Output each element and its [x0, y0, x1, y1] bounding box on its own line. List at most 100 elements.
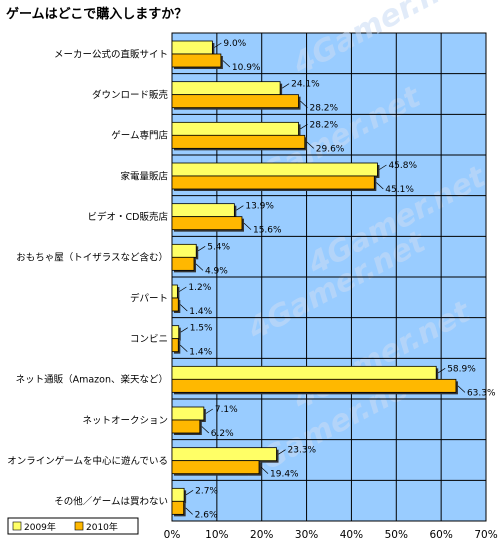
x-axis-ticks: 0% 10% 20% 30% 40% 50% 60% 70%	[164, 529, 498, 541]
value-leader-line	[236, 205, 244, 211]
value-label: 7.1%	[215, 405, 238, 415]
value-label: 5.4%	[207, 242, 230, 252]
value-leader-line	[201, 426, 210, 434]
value-leader-line	[379, 164, 387, 170]
category-label: ダウンロード販売	[92, 89, 168, 101]
bar-2009	[171, 40, 213, 55]
value-label: 1.5%	[190, 324, 213, 334]
value-label: 6.2%	[211, 429, 234, 439]
value-leader-line	[457, 385, 466, 393]
bar-2009	[171, 162, 378, 177]
value-label: 24.1%	[291, 80, 320, 90]
bar-2010	[171, 419, 201, 434]
value-label: 4.9%	[205, 266, 228, 276]
value-label: 28.2%	[309, 104, 338, 114]
value-label: 9.0%	[223, 39, 246, 49]
bar-2010	[171, 338, 179, 353]
value-leader-line	[180, 327, 188, 333]
value-label: 23.3%	[288, 446, 317, 456]
value-label: 58.9%	[447, 364, 476, 374]
bar-2010	[171, 53, 222, 68]
value-labels: 9.0% 10.9% 24.1% 28.2% 28.2% 29.6% 45.8% 45.1% 1…	[179, 39, 496, 520]
value-label: 29.6%	[316, 144, 345, 154]
category-label: ネットオークション	[82, 415, 168, 426]
category-label: ゲーム専門店	[111, 130, 168, 142]
value-label: 45.8%	[388, 161, 417, 171]
bar-2009	[171, 203, 235, 218]
value-leader-line	[300, 124, 308, 130]
value-label: 1.4%	[189, 307, 212, 317]
x-tick-label: 30%	[295, 529, 318, 541]
category-label: 家電量販店	[120, 170, 168, 182]
bar-2009	[171, 325, 180, 340]
x-tick-label: 50%	[385, 529, 408, 541]
value-label: 19.4%	[270, 470, 299, 480]
x-tick-label: 20%	[250, 529, 273, 541]
bar-2009	[171, 121, 299, 136]
value-leader-line	[438, 368, 446, 374]
category-label: メーカー公式の直販サイト	[54, 48, 168, 60]
category-label: コンビニ	[130, 334, 168, 345]
bar-2010	[171, 500, 185, 515]
value-leader-line	[195, 263, 204, 271]
value-leader-line	[243, 222, 252, 230]
bar-2009	[171, 243, 197, 258]
value-label: 45.1%	[385, 185, 414, 195]
legend-swatch	[74, 521, 84, 531]
category-label: デパート	[130, 292, 168, 304]
value-leader-line	[300, 100, 308, 108]
x-tick-label: 0%	[164, 529, 181, 541]
legend-entry: 2009年	[24, 521, 56, 533]
value-leader-line	[306, 141, 315, 149]
bar-2009	[171, 487, 185, 502]
value-label: 1.4%	[189, 348, 212, 358]
x-tick-label: 60%	[429, 529, 452, 541]
value-label: 10.9%	[232, 63, 261, 73]
value-leader-line	[185, 490, 194, 496]
category-label: おもちゃ屋（トイザラスなど含む）	[16, 252, 168, 264]
bar-2010	[171, 216, 243, 231]
legend-box	[7, 517, 139, 535]
bar-2009	[171, 365, 437, 380]
x-tick-label: 40%	[340, 529, 363, 541]
bar-2010	[171, 256, 195, 271]
category-label: オンラインゲームを中心に遊んでいる	[7, 455, 168, 467]
bar-2010	[171, 297, 179, 312]
value-leader-line	[281, 83, 290, 89]
bar-2009	[171, 81, 281, 96]
legend-swatch	[12, 521, 22, 531]
value-label: 13.9%	[245, 202, 274, 212]
legend: 2009年 2010年	[7, 517, 139, 535]
bar-2010	[171, 460, 260, 475]
value-leader-line	[222, 60, 231, 68]
value-label: 1.2%	[188, 283, 211, 293]
category-labels: メーカー公式の直販サイトダウンロード販売ゲーム専門店家電量販店ビデオ・CD販売店…	[7, 48, 168, 507]
x-tick-label: 10%	[205, 529, 228, 541]
bar-2010	[171, 175, 375, 190]
gridlines	[172, 33, 486, 521]
bar-2009	[171, 406, 205, 421]
chart-title: ゲームはどこで購入しますか？	[6, 6, 187, 22]
bar-2009	[171, 447, 277, 462]
value-leader-line	[180, 344, 188, 352]
legend-entry: 2010年	[86, 521, 118, 533]
value-label: 63.3%	[467, 388, 496, 398]
bar-2010	[171, 134, 306, 149]
value-leader-line	[180, 304, 188, 312]
value-leader-line	[278, 449, 286, 455]
value-leader-line	[198, 246, 206, 252]
value-leader-line	[205, 408, 214, 414]
value-label: 28.2%	[309, 120, 338, 130]
category-label: ビデオ・CD販売店	[88, 211, 168, 223]
bars	[171, 40, 458, 517]
value-label: 15.6%	[253, 226, 282, 236]
value-label: 2.6%	[195, 510, 218, 520]
bar-2009	[171, 284, 178, 299]
value-leader-line	[214, 42, 222, 48]
category-label: ネット通販（Amazon、楽天など）	[16, 374, 168, 386]
value-leader-line	[376, 182, 384, 190]
category-label: その他／ゲームは買わない	[54, 496, 168, 508]
bar-2010	[171, 378, 457, 393]
